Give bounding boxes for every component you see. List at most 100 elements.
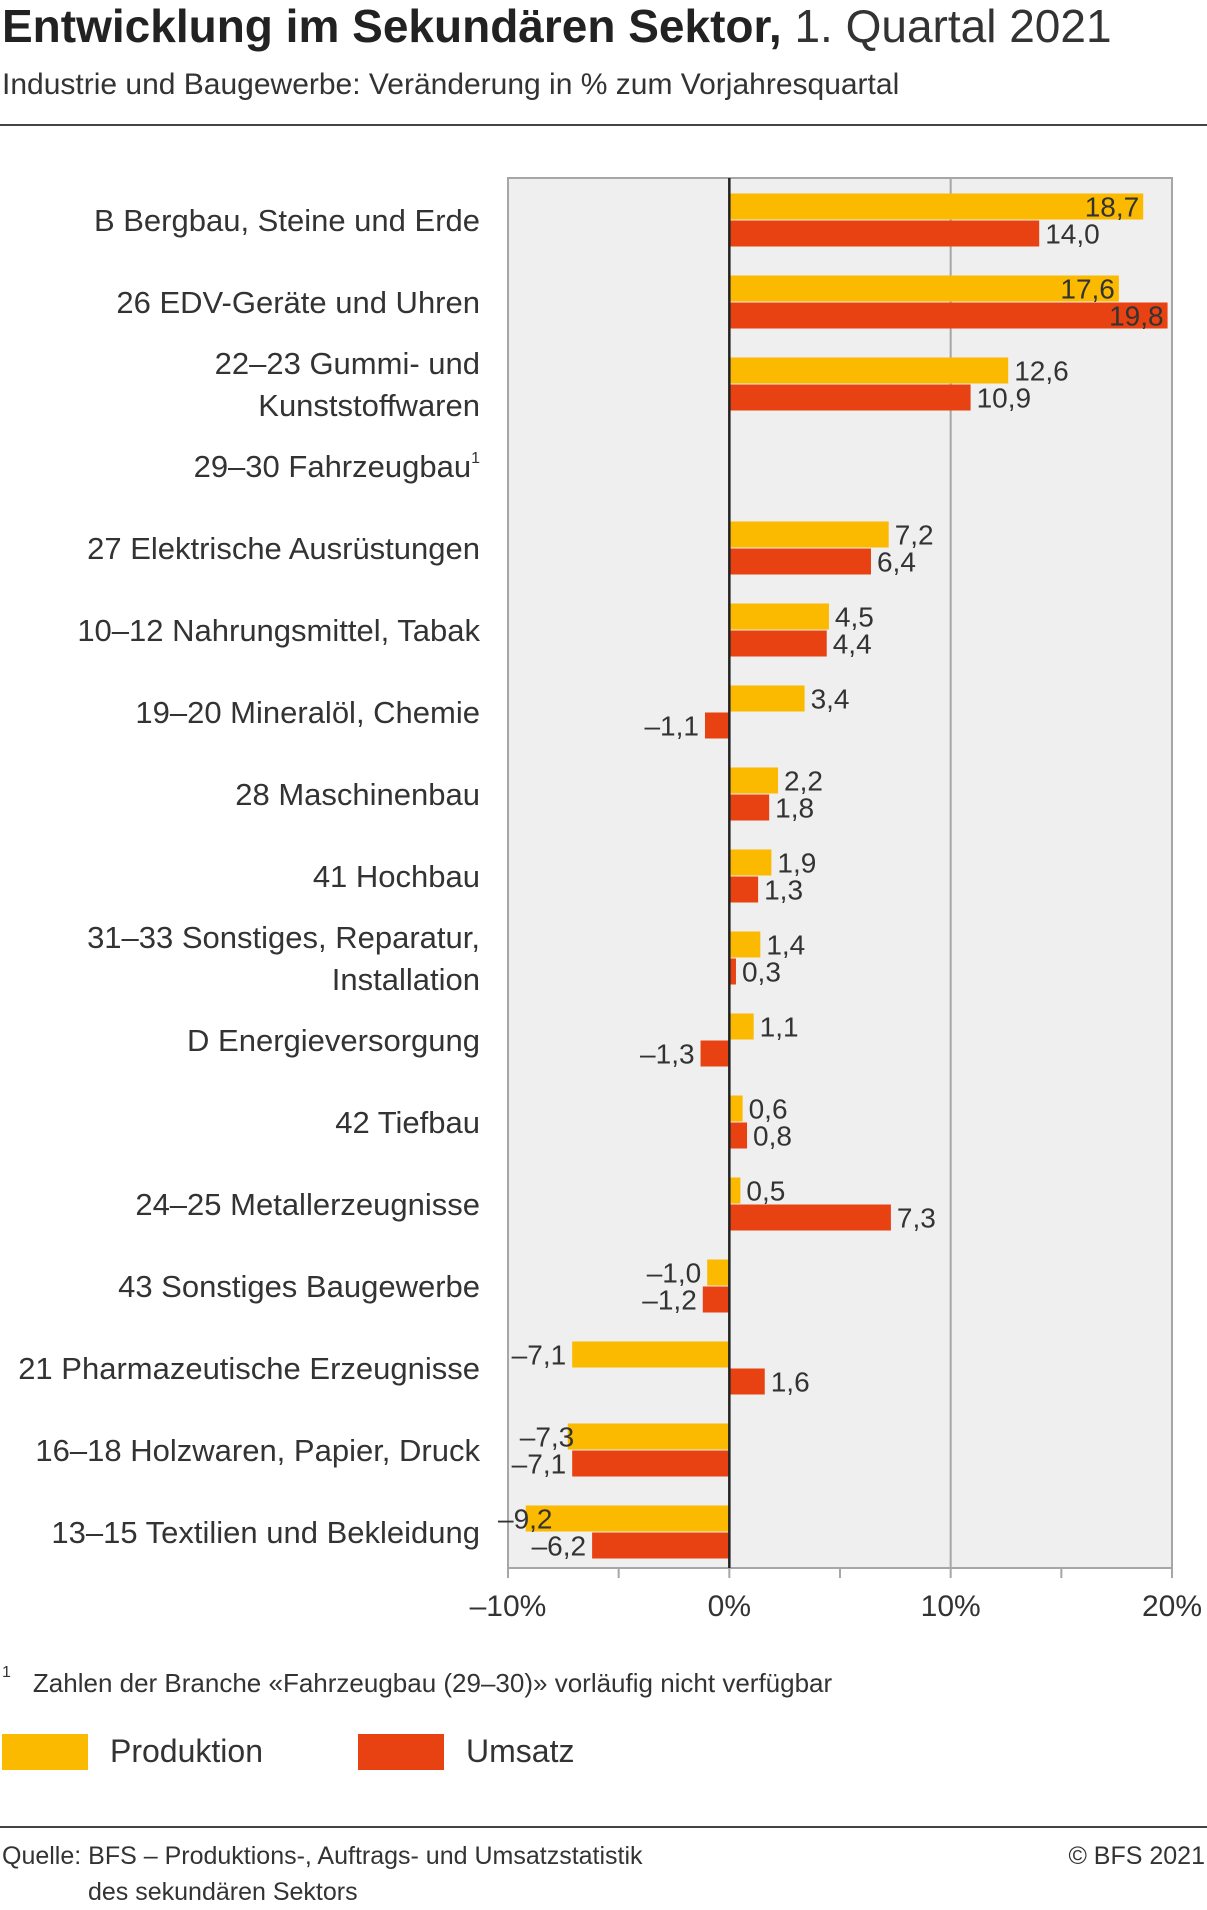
data-label-umsatz: 4,4 [833,629,872,660]
bar-umsatz [572,1450,730,1477]
bar-produktion [729,1013,754,1040]
bar-umsatz [729,1368,765,1395]
bar-produktion [729,603,829,630]
bar-produktion [729,521,889,548]
source-line-2: des sekundären Sektors [88,1878,358,1906]
bar-umsatz [729,958,736,985]
data-label-produktion: 2,2 [784,766,823,797]
x-tick-label: 10% [921,1590,981,1623]
bar-umsatz [729,548,871,575]
category-label: Kunststoffwaren [258,388,480,423]
chart-title-main: Entwicklung im Sekundären Sektor, [2,0,782,52]
category-footnote-mark: 1 [471,450,480,467]
data-label-produktion: 1,9 [777,848,816,879]
category-label: 13–15 Textilien und Bekleidung [51,1515,480,1550]
chart-subtitle: Industrie und Baugewerbe: Veränderung in… [2,68,900,101]
category-label: Installation [332,962,480,997]
bar-produktion [525,1505,730,1532]
x-tick-label: –10% [470,1590,547,1623]
category-label: 21 Pharmazeutische Erzeugnisse [18,1351,480,1386]
data-label-produktion: 7,2 [895,520,934,551]
bar-produktion [729,931,761,958]
bar-umsatz [729,794,770,821]
bar-umsatz [704,712,730,739]
bar-produktion [729,849,772,876]
data-label-umsatz: 6,4 [877,547,916,578]
data-label-produktion: –7,3 [520,1422,575,1453]
data-label-umsatz: –1,2 [642,1285,697,1316]
bar-produktion [572,1341,730,1368]
bar-chart: –10% 0% 10% 20% B Bergbau, Steine und Erde 18… [18,177,1202,1623]
bar-umsatz [729,630,827,657]
category-label: 10–12 Nahrungsmittel, Tabak [77,613,480,648]
category-label: D Energieversorgung [187,1023,480,1058]
source-note: Quelle: BFS – Produktions-, Auftrags- un… [2,1838,643,1910]
data-label-umsatz: –1,1 [644,711,699,742]
data-label-umsatz: 0,8 [753,1121,792,1152]
bar-umsatz [702,1286,730,1313]
data-label-umsatz: 7,3 [897,1203,936,1234]
bar-umsatz [729,220,1040,247]
category-label: 27 Elektrische Ausrüstungen [87,531,480,566]
footnote-mark: 1 [2,1664,11,1681]
data-label-umsatz: 1,8 [775,793,814,824]
bar-produktion [729,357,1009,384]
data-label-umsatz: 1,6 [771,1367,810,1398]
bar-produktion [729,1095,743,1122]
data-label-umsatz: 0,3 [742,957,781,988]
bar-umsatz [729,384,971,411]
bar-umsatz [729,1204,891,1231]
legend-label-umsatz: Umsatz [466,1733,575,1769]
category-label: 24–25 Metallerzeugnisse [135,1187,480,1222]
category-label: 28 Maschinenbau [235,777,480,812]
data-label-produktion: 4,5 [835,602,874,633]
data-label-produktion: –9,2 [498,1504,553,1535]
bar-produktion [729,1177,741,1204]
x-tick-label: 20% [1142,1590,1202,1623]
footer-divider [0,1826,1207,1828]
data-label-produktion: 1,4 [766,930,805,961]
data-label-produktion: 0,6 [749,1094,788,1125]
chart-title-period: 1. Quartal 2021 [794,0,1112,52]
data-label-umsatz: –1,3 [640,1039,695,1070]
category-label: B Bergbau, Steine und Erde [94,203,480,238]
category-label: 26 EDV-Geräte und Uhren [116,285,480,320]
data-label-umsatz: 14,0 [1045,219,1100,250]
data-label-produktion: –1,0 [647,1258,702,1289]
category-label: 16–18 Holzwaren, Papier, Druck [35,1433,480,1468]
x-tick-label: 0% [708,1590,751,1623]
legend-label-produktion: Produktion [110,1733,263,1769]
data-label-umsatz: –6,2 [532,1531,587,1562]
data-label-produktion: 3,4 [811,684,850,715]
category-label: 19–20 Mineralöl, Chemie [135,695,480,730]
data-label-produktion: 1,1 [760,1012,799,1043]
data-label-umsatz: 19,8 [1109,301,1164,332]
category-label: 42 Tiefbau [335,1105,480,1140]
data-label-produktion: 17,6 [1060,274,1115,305]
data-label-produktion: 12,6 [1014,356,1069,387]
data-label-umsatz: 10,9 [977,383,1032,414]
footnote-text: Zahlen der Branche «Fahrzeugbau (29–30)»… [32,1668,833,1698]
bar-produktion [707,1259,730,1286]
bar-umsatz [592,1532,730,1559]
bar-umsatz [729,1122,748,1149]
category-label: 43 Sonstiges Baugewerbe [118,1269,480,1304]
bar-produktion [567,1423,730,1450]
category-label: 29–30 Fahrzeugbau1 [194,449,481,484]
data-label-umsatz: –7,1 [512,1449,567,1480]
category-label: 31–33 Sonstiges, Reparatur, [87,920,480,955]
category-label: 41 Hochbau [313,859,480,894]
bar-umsatz [729,302,1168,329]
legend-swatch-produktion [2,1734,88,1770]
chart-title: Entwicklung im Sekundären Sektor, 1. Qua… [2,0,1112,52]
bar-produktion [729,275,1119,302]
category-label: 22–23 Gummi- und [215,346,480,381]
source-line-1: Quelle: BFS – Produktions-, Auftrags- un… [2,1842,643,1870]
data-label-produktion: 18,7 [1085,192,1140,223]
footnote: 1 Zahlen der Branche «Fahrzeugbau (29–30)… [2,1664,833,1699]
bar-produktion [729,193,1144,220]
data-label-produktion: –7,1 [512,1340,567,1371]
header-divider [0,124,1207,126]
bar-produktion [729,767,779,794]
data-label-produktion: 0,5 [746,1176,785,1207]
